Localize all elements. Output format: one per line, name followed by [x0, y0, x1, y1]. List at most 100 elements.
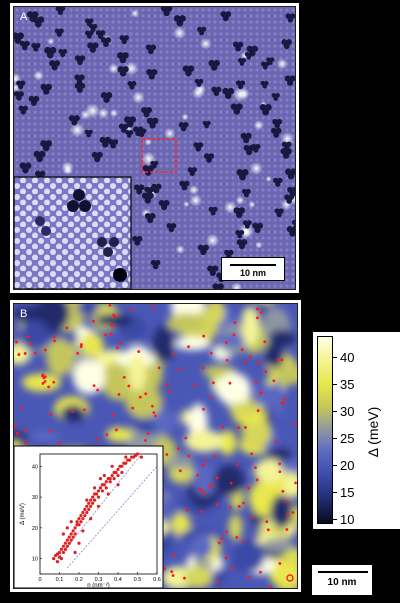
scatter-point: [100, 489, 104, 493]
dark-defect: [146, 117, 159, 129]
dark-defect: [150, 160, 159, 169]
scatter-point: [77, 523, 81, 527]
bright-spot: [164, 127, 176, 140]
dark-defect: [208, 59, 220, 71]
defect-dot: [256, 409, 260, 413]
defect-dot: [215, 476, 219, 480]
defect-dot: [250, 452, 254, 456]
scatter-point: [73, 550, 77, 555]
gap-region: [168, 454, 194, 469]
scatter-point: [112, 477, 116, 481]
dark-defect: [197, 244, 209, 256]
gap-region: [79, 332, 104, 358]
gap-region: [233, 539, 265, 573]
defect-dot: [280, 358, 284, 362]
dark-defect: [232, 41, 244, 52]
defect-dot: [178, 367, 182, 371]
scatter-point: [83, 513, 87, 518]
scatter-point: [55, 560, 60, 564]
gap-region: [72, 359, 106, 395]
defect-dot: [150, 404, 154, 408]
scatter-point: [61, 532, 65, 536]
x-tick-label: 0.2: [75, 577, 83, 583]
defect-dot: [95, 437, 99, 441]
colorbar: 40 35 30 25 20 15 10 Δ (meV): [313, 332, 400, 529]
dark-defect: [241, 188, 251, 198]
colorbar-tick: [333, 357, 337, 359]
colorbar-tick-label: 20: [340, 457, 355, 473]
defect-dot: [24, 441, 27, 445]
dark-defect: [18, 105, 29, 115]
defect-dot: [237, 426, 241, 430]
defect-dot: [79, 343, 83, 346]
bright-spot: [249, 161, 263, 175]
dark-defect: [28, 95, 40, 106]
bright-spot: [241, 228, 251, 238]
bright-spot: [188, 185, 199, 195]
defect-dot: [57, 441, 61, 445]
defect-dot: [209, 396, 213, 400]
defect-dot: [247, 575, 251, 579]
defect-dot: [114, 428, 118, 432]
defect-dot: [43, 375, 47, 379]
defect-dot: [109, 332, 113, 336]
dark-defect: [246, 45, 259, 57]
gap-region: [228, 514, 243, 541]
defect-dot: [235, 536, 239, 539]
dark-defect: [87, 42, 99, 53]
defect-dot: [259, 570, 262, 574]
defect-dot: [114, 315, 117, 319]
defect-dot: [41, 381, 45, 385]
scatter-point: [67, 541, 71, 545]
colorbar-tick: [333, 384, 337, 386]
defect-dot: [157, 366, 161, 370]
defect-dot: [256, 307, 259, 311]
defect-dot: [224, 341, 228, 344]
defect-dot: [71, 410, 74, 414]
scatter-point: [102, 473, 106, 478]
defect-dot: [44, 348, 47, 352]
dark-defect: [74, 55, 86, 66]
scatter-point: [104, 486, 108, 490]
defect-dot: [292, 422, 296, 426]
dark-defect: [284, 75, 296, 86]
gap-region: [174, 336, 211, 351]
scatter-point: [81, 529, 85, 533]
y-tick-label: 40: [32, 464, 38, 470]
gap-region: [31, 430, 60, 444]
defect-dot: [53, 339, 56, 343]
defect-dot: [220, 537, 224, 540]
defect-dot: [165, 453, 169, 456]
defect-dot: [184, 436, 188, 440]
scatter-point: [89, 517, 93, 521]
defect-dot: [65, 326, 69, 330]
scatter-point: [108, 477, 112, 481]
defect-dot: [213, 454, 217, 458]
scatter-point: [124, 455, 128, 459]
gap-region: [22, 373, 62, 392]
scatter-point: [73, 526, 77, 530]
scatter-point: [63, 547, 67, 551]
dark-defect: [40, 83, 53, 95]
defect-dot: [247, 486, 250, 490]
dark-defect: [222, 87, 235, 100]
scatter-point: [57, 550, 62, 555]
defect-dot: [20, 406, 23, 410]
gap-map: 0 0.1 0.2 0.3 0.4 0.5 0.6 10 20 30 40 n (nm⁻²) Δ (me…: [0, 287, 312, 598]
dark-defect: [133, 184, 145, 195]
dark-defect: [220, 11, 232, 22]
colorbar-gradient: [317, 336, 333, 524]
colorbar-tick: [333, 518, 337, 520]
gap-region: [191, 463, 218, 497]
defect-dot: [146, 431, 150, 435]
scatter-point: [104, 480, 108, 484]
defect-dot: [281, 489, 285, 493]
scatter-point: [77, 517, 81, 521]
colorbar-tick-label: 15: [340, 484, 355, 500]
defect-dot: [170, 570, 174, 574]
dark-defect: [118, 123, 129, 133]
defect-dot: [29, 341, 32, 345]
gap-region: [215, 333, 247, 347]
zoom-region-box: [141, 138, 177, 173]
scatter-point: [89, 498, 93, 502]
